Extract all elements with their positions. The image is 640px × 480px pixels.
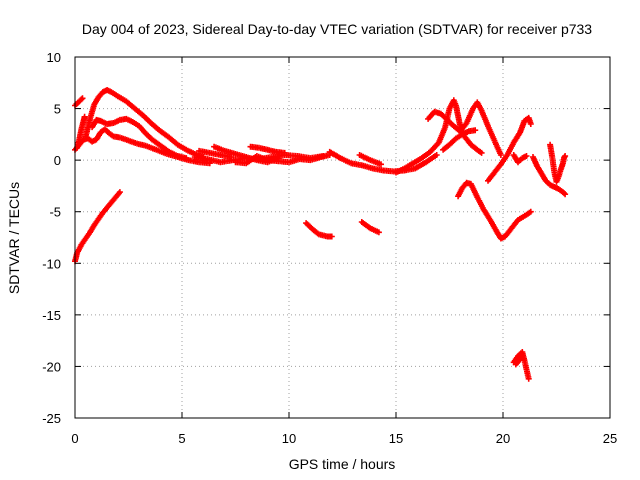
y-tick-label: -15 <box>42 308 61 323</box>
data-point <box>523 153 530 159</box>
chart-title: Day 004 of 2023, Sidereal Day-to-day VTE… <box>82 21 592 37</box>
data-point <box>527 121 534 127</box>
y-tick-label: -25 <box>42 411 61 426</box>
y-tick-label: 5 <box>54 102 61 117</box>
data-point <box>561 190 567 197</box>
data-series <box>82 87 207 160</box>
data-point <box>472 127 479 134</box>
x-tick-label: 10 <box>282 431 296 446</box>
data-point <box>562 191 569 198</box>
x-axis-label: GPS time / hours <box>289 456 396 472</box>
data-point <box>525 375 532 382</box>
data-series <box>485 114 534 184</box>
data-series <box>455 179 534 242</box>
data-series <box>72 95 86 109</box>
data-marks <box>72 87 569 382</box>
data-point <box>527 208 534 215</box>
data-point <box>78 96 85 103</box>
data-point <box>562 153 569 159</box>
y-tick-label: -10 <box>42 256 61 271</box>
data-point <box>281 149 288 156</box>
data-series <box>247 143 288 156</box>
data-point <box>433 152 440 158</box>
grid <box>75 57 610 418</box>
data-series <box>512 352 526 368</box>
x-tick-label: 0 <box>71 431 78 446</box>
data-series <box>89 115 190 162</box>
data-point <box>497 152 504 158</box>
data-point <box>183 155 190 162</box>
data-series <box>425 99 504 158</box>
data-series <box>358 219 382 236</box>
data-series <box>356 152 384 168</box>
y-axis-label: SDTVAR / TECUs <box>6 182 22 294</box>
data-series <box>211 143 282 166</box>
data-point <box>328 233 335 240</box>
x-tick-label: 20 <box>496 431 510 446</box>
data-point <box>378 161 384 168</box>
data-series <box>530 154 569 198</box>
x-tick-label: 5 <box>178 431 185 446</box>
y-tick-label: -5 <box>49 205 61 220</box>
x-tick-label: 25 <box>603 431 617 446</box>
data-point <box>275 155 282 162</box>
data-point <box>375 229 382 236</box>
data-series <box>547 141 569 185</box>
x-tick-label: 15 <box>389 431 403 446</box>
data-point <box>519 352 526 359</box>
plot-frame <box>74 56 611 419</box>
y-tick-label: 10 <box>47 50 61 65</box>
axis-ticks <box>74 56 611 419</box>
data-series <box>303 220 335 240</box>
data-point <box>116 189 123 196</box>
y-tick-label: 0 <box>54 153 61 168</box>
data-series <box>72 189 123 265</box>
data-series <box>510 152 530 166</box>
data-point <box>478 149 485 156</box>
y-tick-label: -20 <box>42 359 61 374</box>
data-series <box>326 148 440 175</box>
data-point <box>81 113 88 120</box>
tick-labels: 0 5 10 15 20 25 -25 -20 -15 -10 -5 0 5 10 <box>42 50 617 446</box>
data-point <box>79 95 86 102</box>
data-series <box>440 127 479 153</box>
